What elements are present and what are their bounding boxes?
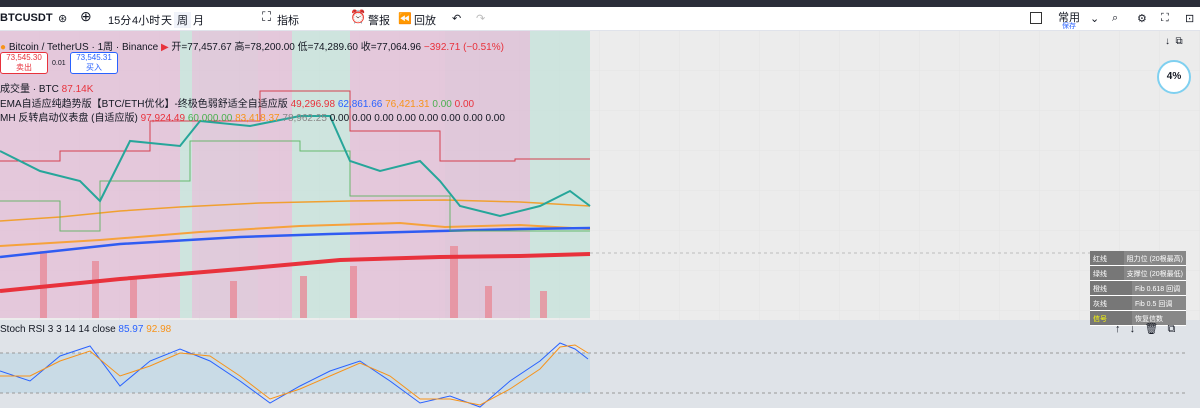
replay-button[interactable]: 回放 <box>414 15 436 27</box>
indicator-legend: EMA自适应纯趋势版【BTC/ETH优化】-终极色弱舒适全自适应版 49,296… <box>0 95 474 110</box>
interval[interactable]: 月 <box>193 15 204 27</box>
symbol[interactable]: BTCUSDT <box>0 12 53 24</box>
label: 0.00 <box>463 113 483 124</box>
label: 62,861.66 <box>337 99 383 110</box>
label: 0.00 <box>440 113 461 124</box>
label: 支撑位 (20根最低) <box>1123 266 1186 280</box>
label: 85.97 <box>118 324 144 335</box>
label: 0.00 <box>485 113 505 124</box>
indicator-legend: MH 反转启动仪表盘 (自适应版) 97,924.49 60,000.00 83… <box>0 109 505 124</box>
label: 恢复信数 <box>1132 311 1186 325</box>
label: 49,296.98 <box>290 99 336 110</box>
ohlc: 收=77,064.96 <box>360 42 422 53</box>
label: 78,962.25 <box>282 113 327 124</box>
interval[interactable]: 15分 <box>108 15 132 27</box>
label: 卖出 <box>16 63 32 72</box>
label: 0.00 <box>432 99 452 110</box>
window-bar <box>0 0 1200 7</box>
ohlc: 开=77,457.67 <box>171 42 232 53</box>
legend-title: Bitcoin / TetherUS · 1周 · Binance <box>8 42 159 53</box>
label: 97,924.49 <box>140 113 186 124</box>
label: Fib 0.5 回调 <box>1132 296 1186 310</box>
label: 73,545.30 <box>6 53 42 62</box>
alert-button[interactable]: 警报 <box>368 15 390 27</box>
label: 92.98 <box>146 324 172 335</box>
label: 76,421.31 <box>385 99 430 110</box>
indicator-legend: 成交量 · BTC 87.14K <box>0 80 93 95</box>
label: 0.00 <box>454 99 475 110</box>
buy-button[interactable]: 73,545.31 买入 <box>70 52 118 74</box>
label: EMA自适应纯趋势版【BTC/ETH优化】-终极色弱舒适全自适应版 <box>0 99 288 110</box>
label: 60,000.00 <box>187 113 233 124</box>
spread: 0.01 <box>52 60 66 67</box>
label: 信号 <box>1090 311 1132 325</box>
legend: ● Bitcoin / TetherUS · 1周 · Binance ▶ 开=… <box>0 42 504 53</box>
layout-name[interactable]: 常用 <box>1058 12 1080 24</box>
interval[interactable]: 周 <box>174 12 191 28</box>
label: 0.00 <box>351 113 372 124</box>
sell-button[interactable]: 73,545.30 卖出 <box>0 52 48 74</box>
progress-badge: 4% <box>1157 60 1191 94</box>
interval[interactable]: 4小时 <box>132 15 161 27</box>
label: 绿线 <box>1090 266 1124 280</box>
label: 0.00 <box>396 113 416 124</box>
label: 红线 <box>1090 251 1124 265</box>
label: 橙线 <box>1090 281 1132 295</box>
label: 成交量 · BTC <box>0 84 59 95</box>
ohlc: 高=78,200.00 <box>234 42 295 53</box>
interval[interactable]: 天 <box>161 15 172 27</box>
label: 灰线 <box>1090 296 1132 310</box>
label: Stoch RSI 3 3 14 14 close <box>0 324 116 335</box>
save[interactable]: 保存 <box>1062 23 1076 30</box>
ohlc: 低=74,289.60 <box>297 42 358 53</box>
label: 0.00 <box>418 113 439 124</box>
indicators-button[interactable]: 指标 <box>277 15 299 27</box>
label: 0.00 <box>374 113 394 124</box>
label: 83,418.37 <box>235 113 280 124</box>
pane-controls[interactable]: ↑ ↓ 🗑 ⧉ <box>1115 323 1176 335</box>
label: MH 反转启动仪表盘 (自适应版) <box>0 113 138 124</box>
toolbar: BTCUSDT ⊛ ⊕ 15分 4小时 天 周 月 ⛶ 指标 ⏰ 警报 ⏪ 回放 … <box>0 7 1200 31</box>
label: 阻力位 (20根最高) <box>1123 251 1186 265</box>
chart-canvas <box>0 31 1200 408</box>
label: 买入 <box>86 63 102 72</box>
rsi-legend: Stoch RSI 3 3 14 14 close 85.97 92.98 <box>0 324 171 335</box>
label: 87.14K <box>61 84 94 95</box>
label: 0.00 <box>329 113 350 124</box>
label: 73,545.31 <box>76 53 112 62</box>
legend-table: 红线 阻力位 (20根最高) 绿线 支撑位 (20根最低) 橙线 Fib 0.618 … <box>1090 251 1186 326</box>
ohlc-change: −392.71 (−0.51%) <box>423 42 504 53</box>
label: Fib 0.618 回调 <box>1132 281 1186 295</box>
